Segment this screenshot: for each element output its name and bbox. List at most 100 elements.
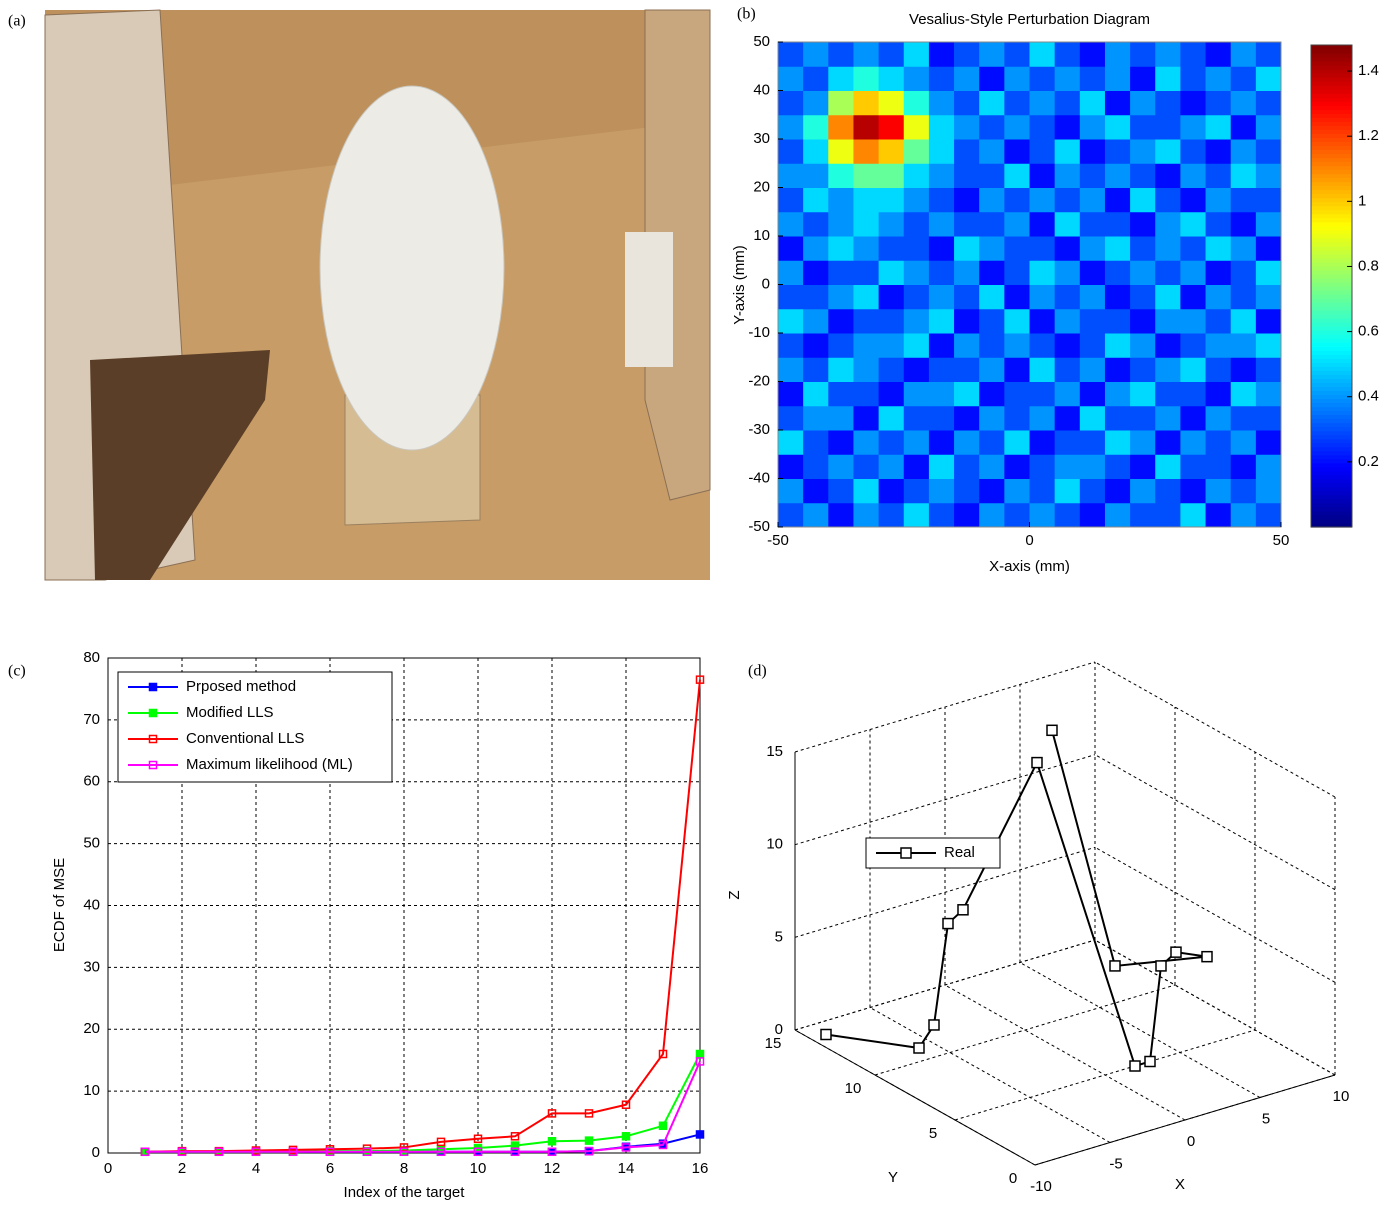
x-tick-label: 6 — [326, 1160, 334, 1177]
heat-cell — [1029, 66, 1056, 91]
colorbar-frame — [1310, 44, 1353, 528]
heat-cell — [878, 357, 905, 382]
colorbar-step — [1311, 113, 1352, 118]
heat-cell — [1230, 236, 1257, 261]
heat-cell — [1205, 236, 1232, 261]
colorbar-step — [1311, 77, 1352, 82]
heat-cell — [928, 66, 955, 91]
heat-cell — [828, 260, 854, 285]
legend-label: Prposed method — [186, 678, 296, 695]
colorbar-step — [1311, 53, 1352, 58]
heat-cell — [1130, 90, 1156, 116]
heat-cell — [828, 66, 854, 91]
y-tick-label: 10 — [845, 1080, 862, 1097]
heat-cell — [1180, 333, 1207, 358]
point — [510, 1147, 520, 1157]
heat-cell — [803, 211, 829, 237]
heat-cell — [1054, 333, 1081, 358]
heat-cell — [1255, 163, 1282, 188]
heat-cell — [1054, 260, 1081, 285]
heat-cell — [1155, 357, 1181, 382]
heat-cell — [1255, 187, 1282, 213]
colorbar-step — [1311, 370, 1352, 375]
heat-cell — [853, 284, 880, 310]
colorbar-step — [1311, 422, 1352, 428]
heat-cell — [928, 308, 955, 334]
heat-cell — [979, 90, 1005, 116]
heat-cell — [1029, 357, 1056, 382]
heat-cell — [903, 381, 930, 407]
colorbar-step — [1311, 81, 1352, 86]
heat-cell — [1004, 42, 1030, 67]
heat-cell — [1054, 139, 1081, 164]
heat-cell — [1230, 42, 1257, 67]
heat-cell — [954, 308, 980, 334]
colorbar-step — [1311, 93, 1352, 98]
colorbar-step — [1311, 326, 1352, 331]
heat-cell — [778, 357, 804, 382]
heat-cell — [803, 90, 829, 116]
legend-box — [117, 671, 393, 783]
colorbar-step — [1311, 390, 1352, 396]
heat-cell — [828, 42, 854, 67]
heat-cell — [803, 308, 829, 334]
heat-cell — [928, 502, 955, 528]
heat-cell — [1004, 405, 1030, 431]
heat-cell — [1255, 260, 1282, 285]
heat-cell — [1004, 430, 1030, 455]
heat-cell — [1155, 430, 1181, 455]
heat-cell — [1180, 430, 1207, 455]
heat-cell — [1130, 114, 1156, 140]
colorbar-step — [1311, 294, 1352, 299]
heat-cell — [878, 90, 905, 116]
heat-cell — [979, 42, 1005, 67]
heat-cell — [1130, 357, 1156, 382]
heat-cell — [1104, 90, 1131, 116]
heat-cell — [1205, 90, 1232, 116]
heat-cell — [1079, 236, 1106, 261]
colorbar-step — [1311, 129, 1352, 134]
heat-cell — [1230, 66, 1257, 91]
heat-cell — [1205, 333, 1232, 358]
heat-cell — [1054, 405, 1081, 431]
heat-cell — [1054, 236, 1081, 261]
heat-cell — [878, 478, 905, 504]
heat-cell — [1255, 284, 1282, 310]
colorbar-step — [1311, 277, 1352, 283]
heat-cell — [803, 187, 829, 213]
heat-cell — [778, 478, 804, 504]
heat-cell — [1255, 381, 1282, 407]
legend-label: Conventional LLS — [186, 730, 304, 747]
colorbar-step — [1311, 418, 1352, 424]
y-tick-label: 10 — [83, 1082, 100, 1099]
heat-cell — [853, 478, 880, 504]
y-tick-label: 30 — [753, 130, 770, 147]
heat-cell — [1104, 42, 1131, 67]
heat-cell — [903, 502, 930, 528]
heat-cell — [954, 139, 980, 164]
heat-cell — [1180, 139, 1207, 164]
heat-cell — [1054, 42, 1081, 67]
x-tick-label: 16 — [692, 1160, 709, 1177]
heat-cell — [903, 139, 930, 164]
colorbar-step — [1311, 330, 1352, 335]
colorbar-step — [1311, 414, 1352, 420]
heat-cell — [1104, 236, 1131, 261]
colorbar-step — [1311, 257, 1352, 263]
heat-cell — [979, 236, 1005, 261]
heat-cell — [778, 163, 804, 188]
grid-line — [1094, 939, 1336, 1076]
colorbar-step — [1311, 193, 1352, 199]
y-tick-label: 70 — [83, 711, 100, 728]
heat-cell — [979, 211, 1005, 237]
heat-cell — [853, 114, 880, 140]
heat-cell — [778, 187, 804, 213]
heat-cell — [778, 114, 804, 140]
heat-cell — [979, 260, 1005, 285]
heat-cell — [778, 66, 804, 91]
point — [695, 675, 705, 684]
paper-tag — [625, 232, 673, 367]
colorbar-step — [1311, 394, 1352, 400]
x-axis-label: Index of the target — [344, 1184, 466, 1201]
